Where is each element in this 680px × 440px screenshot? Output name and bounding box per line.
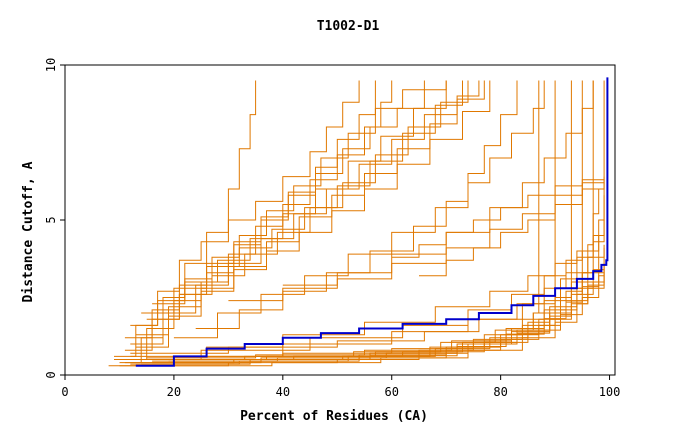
x-tick-label: 20: [167, 385, 181, 399]
x-axis-label: Percent of Residues (CA): [240, 409, 428, 424]
y-tick-label: 5: [44, 216, 58, 223]
series-line-model-09: [146, 80, 469, 320]
y-tick-label: 10: [44, 58, 58, 72]
highlight-layer: [135, 77, 609, 367]
series-layer: [108, 80, 605, 367]
series-line-model-08: [141, 80, 463, 314]
series-line-model-01: [119, 80, 257, 364]
x-tick-label: 0: [61, 385, 68, 399]
series-line-model-34: [152, 266, 605, 364]
y-axis-label: Distance Cutoff, A: [21, 161, 36, 302]
x-tick-label: 40: [276, 385, 290, 399]
x-tick-label: 80: [493, 385, 507, 399]
series-line-model-17: [391, 176, 605, 258]
series-line-model-23: [135, 80, 594, 360]
series-line-highlighted-model: [135, 77, 609, 367]
series-line-model-11: [135, 80, 485, 348]
y-tick-label: 0: [44, 371, 58, 378]
y-axis: 0 5 10: [44, 58, 65, 379]
series-line-model-02: [114, 80, 360, 357]
series-line-model-10: [124, 80, 376, 339]
series-line-model-14: [195, 80, 518, 329]
series-line-model-28: [157, 269, 605, 360]
series-line-model-32: [184, 275, 605, 360]
series-line-model-19: [119, 80, 540, 367]
series-line-model-24: [163, 80, 605, 367]
x-tick-label: 60: [385, 385, 399, 399]
x-tick-label: 100: [599, 385, 621, 399]
series-line-model-31: [141, 272, 605, 365]
series-line-model-30: [168, 282, 605, 362]
chart-title: T1002-D1: [317, 19, 380, 34]
series-line-model-12: [152, 80, 447, 305]
x-axis: 0 20 40 60 80 100: [61, 375, 620, 399]
series-line-model-21: [141, 80, 572, 364]
